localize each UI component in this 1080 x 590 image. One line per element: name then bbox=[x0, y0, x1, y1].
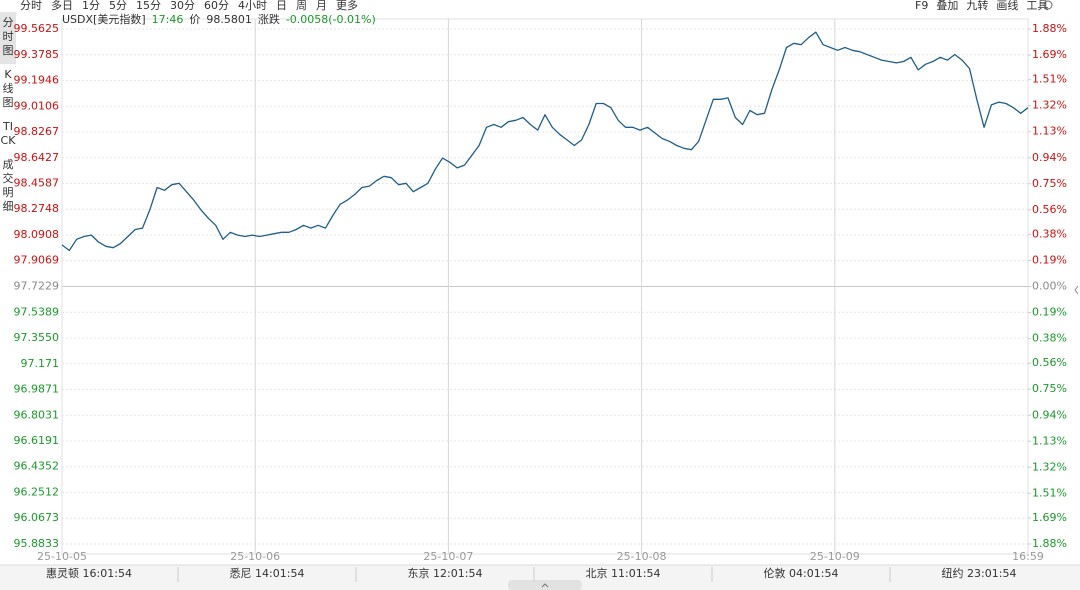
clock-label: 东京 12:01:54 bbox=[408, 566, 483, 580]
tool-button[interactable]: F9 bbox=[915, 0, 929, 12]
change-label: 涨跌 bbox=[257, 13, 280, 26]
period-tab[interactable]: 周 bbox=[296, 0, 307, 12]
y2-tick-label: 0.75% bbox=[1032, 382, 1067, 395]
period-tab[interactable]: 5分 bbox=[109, 0, 127, 12]
period-tab[interactable]: 分时 bbox=[20, 0, 42, 12]
period-tab[interactable]: 1分 bbox=[82, 0, 100, 12]
collapse-handle[interactable] bbox=[508, 580, 582, 590]
y-tick-label: 96.2512 bbox=[14, 486, 60, 499]
y-tick-label: 95.8833 bbox=[14, 537, 60, 550]
y2-tick-label: 1.32% bbox=[1032, 99, 1067, 112]
y2-tick-label: 0.56% bbox=[1032, 356, 1067, 369]
side-tab[interactable]: K线图 bbox=[2, 68, 14, 109]
x-tick-label: 25-10-08 bbox=[617, 550, 667, 563]
period-tab[interactable]: 日 bbox=[276, 0, 287, 12]
period-tab[interactable]: 更多 bbox=[336, 0, 358, 12]
tool-button[interactable]: 九转 bbox=[966, 0, 989, 12]
y-tick-label: 97.3550 bbox=[14, 331, 60, 344]
y2-tick-label: 1.13% bbox=[1032, 434, 1067, 447]
y2-tick-label: 0.56% bbox=[1032, 203, 1067, 216]
y2-tick-label: 1.88% bbox=[1032, 22, 1067, 35]
quote-time: 17:46 bbox=[151, 13, 184, 26]
y-tick-label: 98.4587 bbox=[14, 177, 60, 190]
y-tick-label: 97.5389 bbox=[14, 305, 60, 318]
period-tab[interactable]: 多日 bbox=[51, 0, 73, 12]
y-tick-label: 97.171 bbox=[21, 357, 60, 370]
quote-bar: USDX[美元指数] 17:46 价 98.5801 涨跌 -0.0058(-0.01%) bbox=[62, 13, 376, 26]
y2-tick-label: 1.51% bbox=[1032, 73, 1067, 86]
x-tick-label: 16:59 bbox=[1012, 550, 1044, 563]
price-line bbox=[61, 31, 1029, 252]
tool-button[interactable]: 画线 bbox=[996, 0, 1019, 12]
x-tick-label: 25-10-06 bbox=[230, 550, 280, 563]
period-tab[interactable]: 4小时 bbox=[238, 0, 267, 12]
y-tick-label: 97.7229 bbox=[14, 280, 60, 293]
y2-tick-label: 1.69% bbox=[1032, 48, 1067, 61]
collapse-arrow bbox=[541, 583, 549, 588]
y2-tick-label: 0.38% bbox=[1032, 332, 1067, 345]
y-tick-label: 96.8031 bbox=[14, 408, 60, 421]
x-tick-label: 25-10-09 bbox=[810, 550, 860, 563]
y-tick-label: 99.0106 bbox=[14, 99, 60, 112]
period-tab[interactable]: 60分 bbox=[204, 0, 229, 12]
y-tick-label: 96.9871 bbox=[14, 382, 60, 395]
tool-button[interactable]: 工具 bbox=[1026, 0, 1049, 12]
sidebar: 分时图 K线图 TICK 成交明细 bbox=[0, 12, 16, 220]
y-tick-label: 96.6191 bbox=[14, 434, 60, 447]
y2-tick-label: 0.94% bbox=[1032, 408, 1067, 421]
y2-tick-label: 1.51% bbox=[1032, 486, 1067, 499]
clock-label: 伦敦 04:01:54 bbox=[764, 566, 839, 580]
expand-arrow[interactable] bbox=[1074, 285, 1079, 295]
clock-label: 纽约 23:01:54 bbox=[942, 566, 1017, 580]
y-tick-label: 99.1946 bbox=[14, 73, 60, 86]
clock-label: 惠灵顿 16:01:54 bbox=[46, 566, 132, 580]
side-tab[interactable]: 成交明细 bbox=[2, 158, 14, 213]
y-tick-label: 98.0908 bbox=[14, 228, 60, 241]
y2-tick-label: 0.38% bbox=[1032, 227, 1067, 240]
tool-button[interactable]: 叠加 bbox=[936, 0, 959, 12]
period-tab[interactable]: 月 bbox=[316, 0, 327, 12]
price-label: 价 bbox=[189, 13, 201, 26]
y-tick-label: 96.0673 bbox=[14, 511, 60, 524]
y-tick-label: 97.9069 bbox=[14, 254, 60, 267]
y2-tick-label: 0.75% bbox=[1032, 177, 1067, 190]
y2-tick-label: 1.88% bbox=[1032, 537, 1067, 550]
y2-tick-label: 0.19% bbox=[1032, 253, 1067, 266]
clock-label: 北京 11:01:54 bbox=[586, 566, 661, 580]
period-toolbar: 分时 多日 1分 5分 15分 30分 60分 4小时日周月更多 bbox=[20, 0, 358, 12]
y2-tick-label: 1.69% bbox=[1032, 511, 1067, 524]
x-tick-label: 25-10-07 bbox=[423, 550, 473, 563]
y-tick-label: 98.8267 bbox=[14, 125, 60, 138]
y-tick-label: 99.5625 bbox=[14, 22, 60, 35]
price: 98.5801 bbox=[206, 13, 252, 26]
period-tab[interactable]: 30分 bbox=[170, 0, 195, 12]
y2-tick-label: 1.32% bbox=[1032, 460, 1067, 473]
clock-label: 悉尼 14:01:54 bbox=[230, 567, 305, 580]
y2-tick-label: 0.00% bbox=[1032, 280, 1067, 293]
side-tab[interactable]: 分时图 bbox=[0, 12, 16, 64]
y-tick-label: 98.2748 bbox=[14, 202, 60, 215]
period-tab[interactable]: 15分 bbox=[136, 0, 161, 12]
y2-tick-label: 0.19% bbox=[1032, 306, 1067, 319]
x-tick-label: 25-10-05 bbox=[37, 550, 87, 563]
y2-tick-label: 1.13% bbox=[1032, 125, 1067, 138]
y-tick-label: 99.3785 bbox=[14, 48, 60, 61]
y-tick-label: 96.4352 bbox=[14, 460, 60, 473]
settings-icon[interactable] bbox=[1043, 0, 1053, 10]
tool-toolbar: F9 叠加 九转 画线 工具 bbox=[915, 0, 1048, 12]
symbol: USDX[美元指数] bbox=[62, 13, 146, 26]
y-tick-label: 98.6427 bbox=[14, 151, 60, 164]
side-tab[interactable]: TICK bbox=[0, 120, 16, 147]
y2-tick-label: 0.94% bbox=[1032, 151, 1067, 164]
change: -0.0058(-0.01%) bbox=[285, 13, 376, 26]
